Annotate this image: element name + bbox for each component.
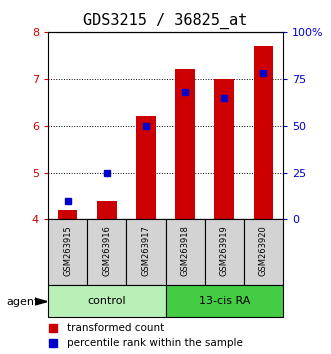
Polygon shape (35, 298, 47, 305)
FancyBboxPatch shape (166, 285, 283, 317)
Text: transformed count: transformed count (67, 322, 164, 332)
FancyBboxPatch shape (48, 285, 166, 317)
Text: GSM263916: GSM263916 (102, 225, 111, 276)
Bar (97, 201, 117, 219)
Text: GSM263919: GSM263919 (220, 225, 229, 276)
FancyBboxPatch shape (126, 219, 166, 285)
Text: GSM263920: GSM263920 (259, 225, 268, 276)
Text: control: control (87, 296, 126, 306)
Text: agent: agent (7, 297, 39, 307)
Bar (254, 46, 273, 219)
Text: GSM263918: GSM263918 (181, 225, 190, 276)
Text: 13-cis RA: 13-cis RA (199, 296, 250, 306)
Text: percentile rank within the sample: percentile rank within the sample (67, 338, 243, 348)
Text: GSM263915: GSM263915 (63, 225, 72, 276)
Bar (214, 79, 234, 219)
FancyBboxPatch shape (244, 219, 283, 285)
FancyBboxPatch shape (48, 219, 87, 285)
Bar (58, 210, 77, 219)
FancyBboxPatch shape (87, 219, 126, 285)
FancyBboxPatch shape (166, 219, 205, 285)
Bar (175, 69, 195, 219)
Bar (136, 116, 156, 219)
Text: GDS3215 / 36825_at: GDS3215 / 36825_at (83, 12, 248, 29)
Text: GSM263917: GSM263917 (141, 225, 150, 276)
FancyBboxPatch shape (205, 219, 244, 285)
